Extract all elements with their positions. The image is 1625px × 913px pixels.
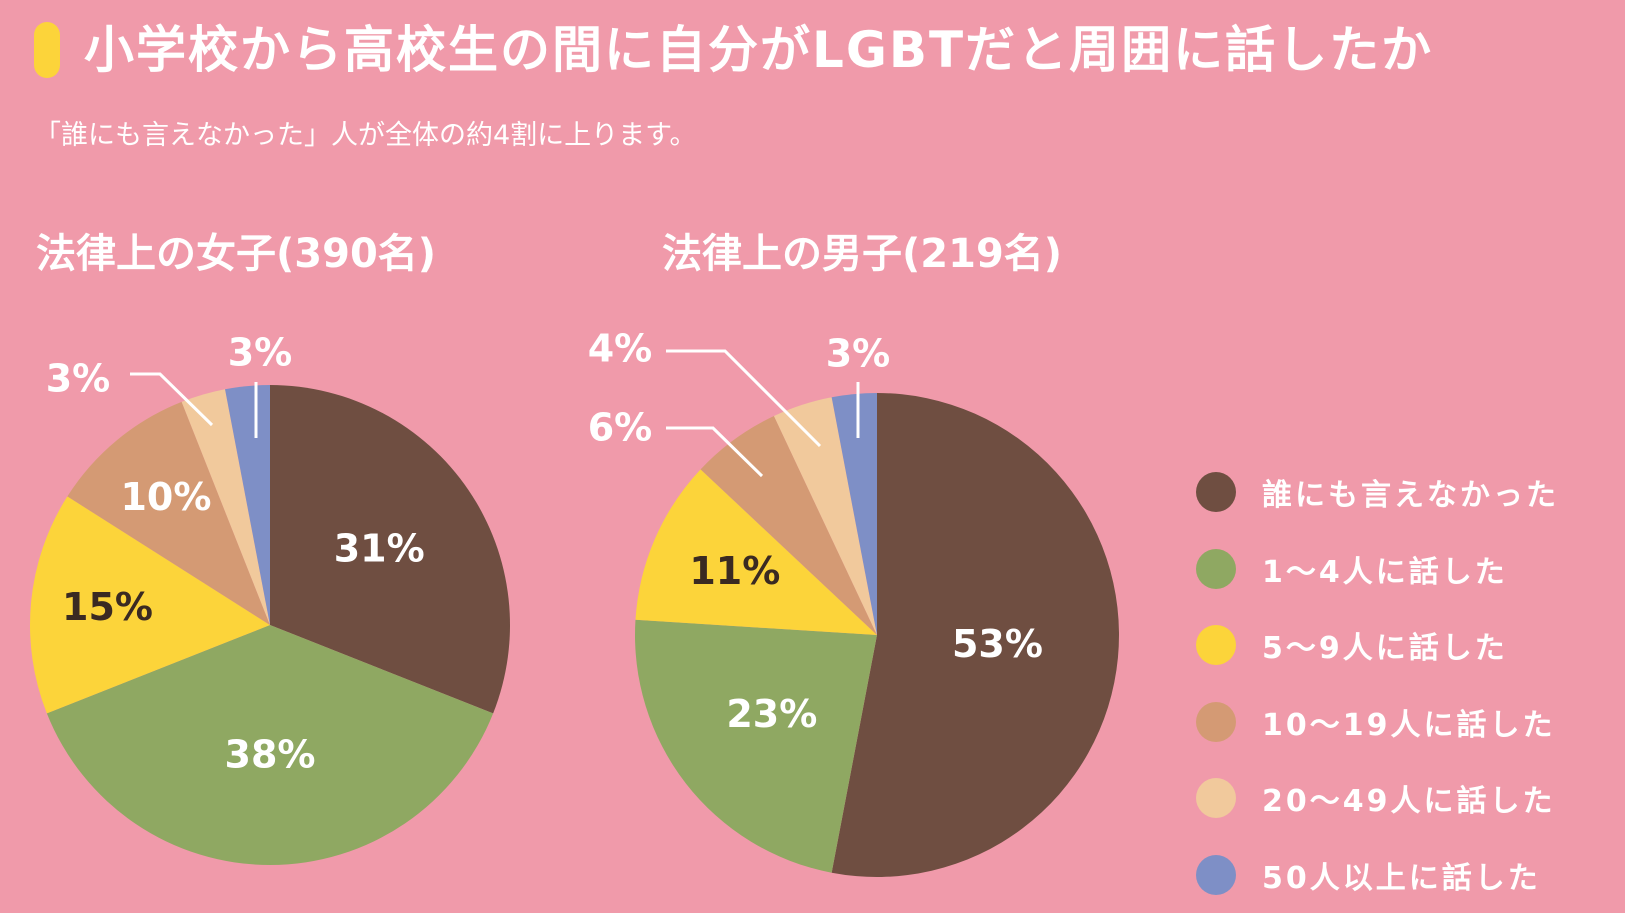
legend-swatch [1196,625,1236,665]
legend-label: 5〜9人に話した [1262,623,1508,667]
legend-label: 50人以上に話した [1262,853,1541,897]
legend-label: 20〜49人に話した [1262,776,1556,820]
legend-item: 20〜49人に話した [1196,760,1559,837]
slice-label: 3% [826,332,891,376]
legend-label: 1〜4人に話した [1262,547,1508,591]
slice-label: 3% [228,331,293,375]
legend-item: 1〜4人に話した [1196,531,1559,608]
legend: 誰にも言えなかった 1〜4人に話した 5〜9人に話した 10〜19人に話した 2… [1196,454,1559,913]
legend-item: 10〜19人に話した [1196,684,1559,761]
pie-chart-female: 31% 38% 15% 10% 3% 3% [30,331,510,866]
slice-label: 53% [952,622,1043,666]
legend-item: 誰にも言えなかった [1196,454,1559,531]
slice-label: 10% [120,475,211,519]
slice-label: 11% [689,549,780,593]
legend-item: 50人以上に話した [1196,837,1559,913]
slice-label: 15% [62,585,153,629]
legend-swatch [1196,778,1236,818]
legend-swatch [1196,549,1236,589]
legend-label: 誰にも言えなかった [1262,470,1559,514]
legend-label: 10〜19人に話した [1262,700,1556,744]
slice-label: 31% [334,526,425,570]
legend-swatch [1196,855,1236,895]
slice-label: 3% [46,357,111,401]
slice-label: 4% [588,327,653,371]
legend-item: 5〜9人に話した [1196,607,1559,684]
slice-label: 38% [225,733,316,777]
slice-label: 6% [588,406,653,450]
pie-chart-male: 53% 23% 11% 6% 4% 3% [588,327,1119,877]
legend-swatch [1196,702,1236,742]
slice-label: 23% [726,692,817,736]
legend-swatch [1196,472,1236,512]
